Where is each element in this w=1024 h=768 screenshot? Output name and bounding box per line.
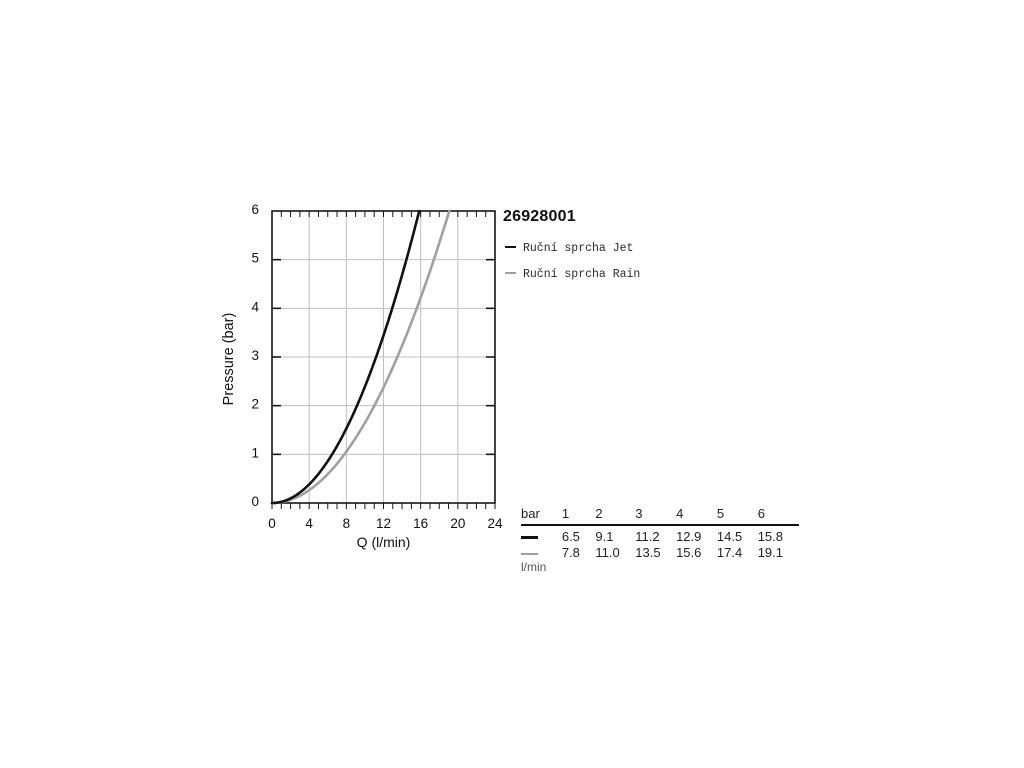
svg-text:20: 20 [450, 516, 465, 531]
svg-text:2: 2 [251, 397, 259, 412]
svg-text:5: 5 [251, 251, 259, 266]
svg-text:24: 24 [487, 516, 503, 531]
svg-text:0: 0 [268, 516, 276, 531]
svg-text:3: 3 [251, 348, 259, 363]
svg-text:4: 4 [305, 516, 313, 531]
svg-text:0: 0 [251, 494, 259, 509]
svg-text:1: 1 [251, 445, 259, 460]
svg-text:12: 12 [376, 516, 391, 531]
svg-text:16: 16 [413, 516, 428, 531]
svg-text:8: 8 [343, 516, 351, 531]
svg-text:4: 4 [251, 299, 259, 314]
svg-text:6: 6 [251, 202, 259, 217]
